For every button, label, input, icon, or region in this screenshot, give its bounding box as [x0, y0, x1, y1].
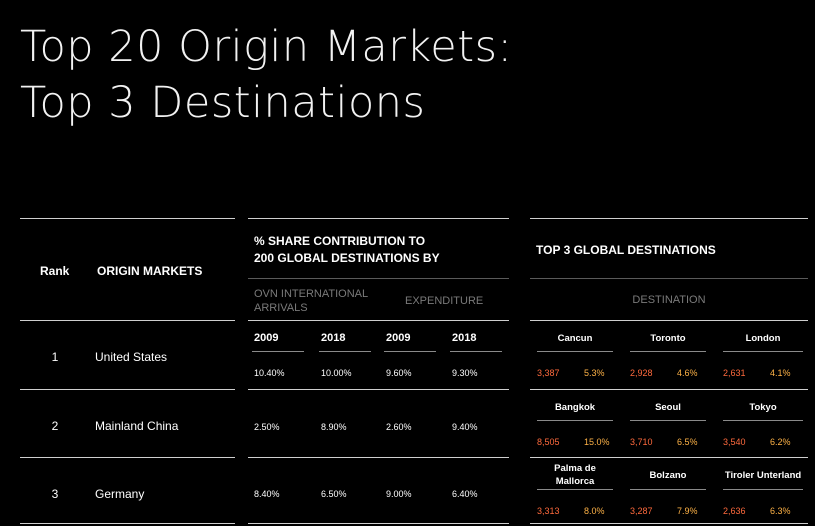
year-exp-2009: 2009: [386, 332, 411, 344]
dest-underline: [723, 351, 803, 352]
row-2-ovn-2009: 2.50%: [254, 422, 280, 432]
rule-dest-header-bottom: [530, 320, 808, 321]
row-2-dest-3-share: 6.2%: [770, 437, 791, 447]
row-2-dest-1-name: Bangkok: [554, 402, 596, 413]
rule-bottom: [248, 523, 509, 524]
row-2-dest-2-arrivals: 3,710: [630, 437, 653, 447]
dest-underline: [630, 351, 706, 352]
row-2-market: Mainland China: [95, 419, 179, 433]
dest-underline: [723, 489, 803, 490]
row-3-dest-1-arrivals: 3,313: [537, 506, 560, 516]
row-2-rank: 2: [51, 419, 59, 433]
row-3-ovn-2018: 6.50%: [321, 489, 347, 499]
row-2-exp-2018: 9.40%: [452, 422, 478, 432]
row-1-dest-2-arrivals: 2,928: [630, 368, 653, 378]
row-2-dest-2-share: 6.5%: [677, 437, 698, 447]
ovn-arrivals-header-line-1: OVN INTERNATIONAL: [254, 288, 369, 300]
rule-dest-top: [530, 218, 808, 219]
row-2-dest-1-share: 15.0%: [584, 437, 610, 447]
row-2-exp-2009: 2.60%: [386, 422, 412, 432]
row-3-dest-3-share: 6.3%: [770, 506, 791, 516]
year-underline: [450, 351, 502, 352]
row-separator: [20, 457, 235, 458]
row-3-dest-1-name-line-2: Mallorca: [555, 476, 595, 487]
row-1-rank: 1: [51, 350, 59, 364]
row-1-exp-2018: 9.30%: [452, 368, 478, 378]
row-1-dest-1-arrivals: 3,387: [537, 368, 560, 378]
row-3-dest-2-share: 7.9%: [677, 506, 698, 516]
dest-underline: [537, 489, 613, 490]
row-2-dest-2-name: Seoul: [655, 402, 681, 413]
rank-header: Rank: [40, 264, 70, 278]
row-3-dest-2-name: Bolzano: [649, 470, 687, 481]
year-underline: [319, 351, 371, 352]
rule-share-header-bottom: [248, 320, 509, 321]
row-separator: [530, 389, 808, 390]
row-1-market: United States: [95, 350, 168, 364]
year-underline: [384, 351, 436, 352]
row-3-rank: 3: [51, 487, 59, 501]
rule-share-sub: [248, 278, 509, 279]
row-1-dest-3-share: 4.1%: [770, 368, 791, 378]
year-ovn-2018: 2018: [321, 332, 346, 344]
row-3-dest-2-arrivals: 3,287: [630, 506, 653, 516]
row-2-dest-3-name: Tokyo: [749, 402, 777, 413]
rule-dest-sub: [530, 278, 808, 279]
year-underline: [252, 351, 304, 352]
row-2-ovn-2018: 8.90%: [321, 422, 347, 432]
row-1-exp-2009: 9.60%: [386, 368, 412, 378]
dest-underline: [630, 420, 706, 421]
row-3-market: Germany: [95, 487, 145, 501]
row-1-dest-3-arrivals: 2,631: [723, 368, 746, 378]
origin-markets-header: ORIGIN MARKETS: [97, 264, 203, 278]
row-1-dest-2-share: 4.6%: [677, 368, 698, 378]
row-2-dest-1-arrivals: 8,505: [537, 437, 560, 447]
row-separator: [248, 457, 509, 458]
dest-underline: [723, 420, 803, 421]
row-1-dest-2-name: Toronto: [650, 333, 686, 344]
dest-underline: [630, 489, 706, 490]
ovn-arrivals-header-line-2: ARRIVALS: [254, 302, 308, 314]
row-1-ovn-2018: 10.00%: [321, 368, 352, 378]
page-title-line-1: Top 20 Origin Markets:: [20, 22, 513, 72]
expenditure-header: EXPENDITURE: [405, 295, 484, 307]
row-1-dest-3-name: London: [745, 333, 781, 344]
row-separator: [530, 457, 808, 458]
rule-bottom: [530, 523, 808, 524]
row-separator: [248, 389, 509, 390]
year-ovn-2009: 2009: [254, 332, 279, 344]
year-exp-2018: 2018: [452, 332, 477, 344]
dest-underline: [537, 420, 613, 421]
row-3-dest-3-name: Tiroler Unterland: [724, 470, 802, 481]
row-3-exp-2018: 6.40%: [452, 489, 478, 499]
dest-underline: [537, 351, 613, 352]
top3-header: TOP 3 GLOBAL DESTINATIONS: [536, 243, 716, 257]
row-3-exp-2009: 9.00%: [386, 489, 412, 499]
row-1-dest-1-name: Cancun: [557, 333, 593, 344]
rule-bottom: [20, 523, 235, 524]
row-2-dest-3-arrivals: 3,540: [723, 437, 746, 447]
row-3-dest-1-name: Palma de Mallorca: [537, 462, 613, 488]
row-1-dest-1-share: 5.3%: [584, 368, 605, 378]
share-header-line-2: 200 GLOBAL DESTINATIONS BY: [254, 251, 440, 265]
row-3-dest-1-share: 8.0%: [584, 506, 605, 516]
page-title-line-2: Top 3 Destinations: [20, 78, 426, 128]
destination-header: DESTINATION: [632, 294, 706, 306]
row-1-ovn-2009: 10.40%: [254, 368, 285, 378]
row-3-dest-1-name-line-1: Palma de: [554, 463, 596, 474]
row-3-dest-3-arrivals: 2,636: [723, 506, 746, 516]
rule-share-top: [248, 218, 509, 219]
share-header-line-1: % SHARE CONTRIBUTION TO: [254, 234, 426, 248]
rule-origin-header-bottom: [20, 320, 235, 321]
row-3-ovn-2009: 8.40%: [254, 489, 280, 499]
row-separator: [20, 389, 235, 390]
rule-origin-top: [20, 218, 235, 219]
